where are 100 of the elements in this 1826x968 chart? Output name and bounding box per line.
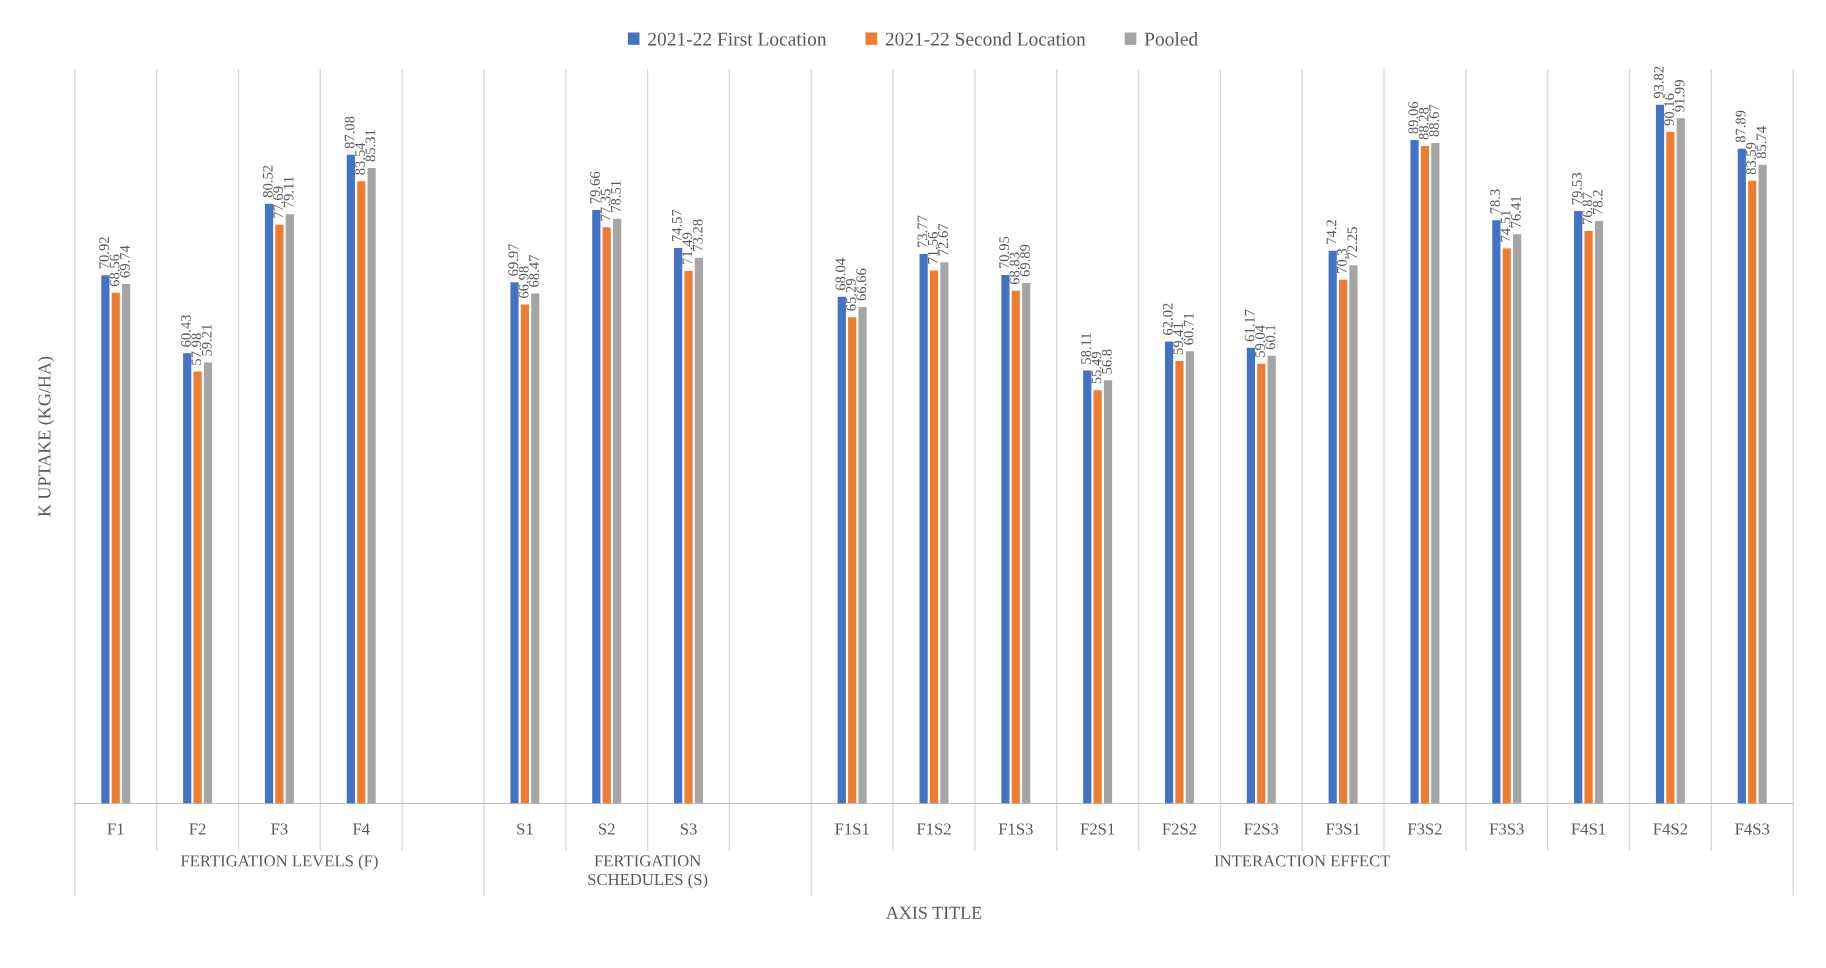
bar xyxy=(357,181,366,804)
bar xyxy=(1420,145,1430,804)
data-label: 78.51 xyxy=(610,180,621,212)
bar xyxy=(1339,279,1348,804)
bar xyxy=(1513,234,1522,804)
x-tick-label: F3S1 xyxy=(1325,823,1360,835)
data-label: 76.41 xyxy=(1511,196,1521,228)
bar xyxy=(367,168,376,804)
bar xyxy=(940,262,949,804)
data-label: 69.97 xyxy=(508,243,519,276)
bar xyxy=(1246,347,1255,804)
bar xyxy=(1594,220,1604,804)
bar xyxy=(1676,118,1685,804)
data-label: 58.11 xyxy=(1081,333,1091,364)
data-label: 61.17 xyxy=(1244,309,1255,342)
data-label: 71.56 xyxy=(927,232,938,264)
data-label: 77.69 xyxy=(273,186,284,218)
bar xyxy=(1574,211,1583,804)
data-label: 88.28 xyxy=(1418,107,1429,140)
bar xyxy=(1164,341,1174,804)
data-label: 93.82 xyxy=(1653,66,1664,99)
bar xyxy=(1349,265,1358,804)
data-label: 60.1 xyxy=(1265,325,1276,350)
bar xyxy=(1584,230,1593,804)
data-label: 68.04 xyxy=(835,258,846,291)
bar xyxy=(837,296,846,804)
x-tick-label: F4 xyxy=(352,823,370,835)
bar xyxy=(1083,370,1092,804)
bar xyxy=(1001,274,1010,804)
bar xyxy=(1655,104,1665,804)
bar xyxy=(929,270,939,804)
x-tick-label: S2 xyxy=(599,823,615,835)
data-label: 78.3 xyxy=(1490,189,1501,214)
data-label: 74.51 xyxy=(1500,210,1511,242)
bar xyxy=(1431,143,1440,804)
data-label: 91.99 xyxy=(1674,80,1685,112)
data-label: 70.3 xyxy=(1336,248,1347,273)
bar xyxy=(848,317,857,804)
bar xyxy=(674,248,683,804)
x-tick-label: F1 xyxy=(107,823,124,835)
data-label: 87.08 xyxy=(344,116,355,149)
data-label: 60.71 xyxy=(1183,313,1194,345)
bar xyxy=(1257,363,1266,804)
data-label: 80.52 xyxy=(262,165,273,198)
data-label: 71.49 xyxy=(682,232,693,265)
data-label: 73.77 xyxy=(917,215,928,248)
bar xyxy=(510,282,519,804)
x-axis-title: AXIS TITLE xyxy=(885,906,982,919)
data-label: 69.89 xyxy=(1020,244,1030,277)
bar xyxy=(1267,355,1276,804)
bar xyxy=(111,292,120,804)
y-axis-title: K UPTAKE (KG/HA) xyxy=(37,356,55,517)
data-label: 68.56 xyxy=(109,254,120,287)
legend-label: 2021-22 Second Location xyxy=(885,32,1086,46)
bar xyxy=(592,210,601,804)
data-label: 89.06 xyxy=(1408,101,1419,134)
data-label: 83.59 xyxy=(1746,142,1756,175)
x-tick-label: F2S1 xyxy=(1080,823,1115,835)
text: FERTIGATION SCHEDULES (S) xyxy=(588,855,708,889)
bar xyxy=(1502,248,1511,804)
data-label: 72.67 xyxy=(938,223,949,256)
x-tick-label: F3S3 xyxy=(1489,823,1524,835)
data-label: 69.74 xyxy=(120,245,130,278)
bar xyxy=(101,275,110,804)
x-tick-label: F4S3 xyxy=(1735,823,1770,835)
data-label: 59.41 xyxy=(1173,323,1184,355)
x-tick-label: F4S2 xyxy=(1653,823,1688,835)
data-label: 83.54 xyxy=(355,142,365,175)
data-label: 70.95 xyxy=(999,236,1010,269)
text: FERTIGATION LEVELS (F) xyxy=(180,854,378,870)
data-label: 87.89 xyxy=(1735,110,1746,143)
data-label: 79.11 xyxy=(283,176,294,208)
bar xyxy=(1185,351,1194,804)
bar xyxy=(1737,148,1746,804)
data-label: 77.35 xyxy=(600,189,611,221)
data-label: 73.28 xyxy=(692,219,703,251)
bar xyxy=(264,203,274,804)
bar xyxy=(520,304,529,804)
bar xyxy=(1328,250,1337,804)
x-tick-label: S1 xyxy=(517,823,533,835)
data-label: 85.74 xyxy=(1756,126,1767,159)
bar xyxy=(694,257,704,804)
bar xyxy=(1758,164,1767,804)
data-label: 78.2 xyxy=(1592,190,1603,215)
data-label: 56.8 xyxy=(1101,349,1112,374)
bar xyxy=(858,306,867,804)
data-label: 62.02 xyxy=(1162,303,1173,335)
legend-label: 2021-22 First Location xyxy=(648,32,827,46)
bar xyxy=(684,270,693,804)
data-label: 68.47 xyxy=(529,255,539,287)
data-label: 68.83 xyxy=(1009,252,1020,285)
data-label: 70.92 xyxy=(99,237,110,269)
x-tick-label: F3 xyxy=(271,823,288,835)
data-label: 59.04 xyxy=(1255,325,1265,357)
bar xyxy=(1175,360,1184,804)
data-label: 65.29 xyxy=(846,278,856,311)
bar xyxy=(1492,220,1501,804)
bar xyxy=(531,293,540,804)
data-label: 66.66 xyxy=(856,268,867,301)
x-tick-label: S3 xyxy=(680,823,697,835)
